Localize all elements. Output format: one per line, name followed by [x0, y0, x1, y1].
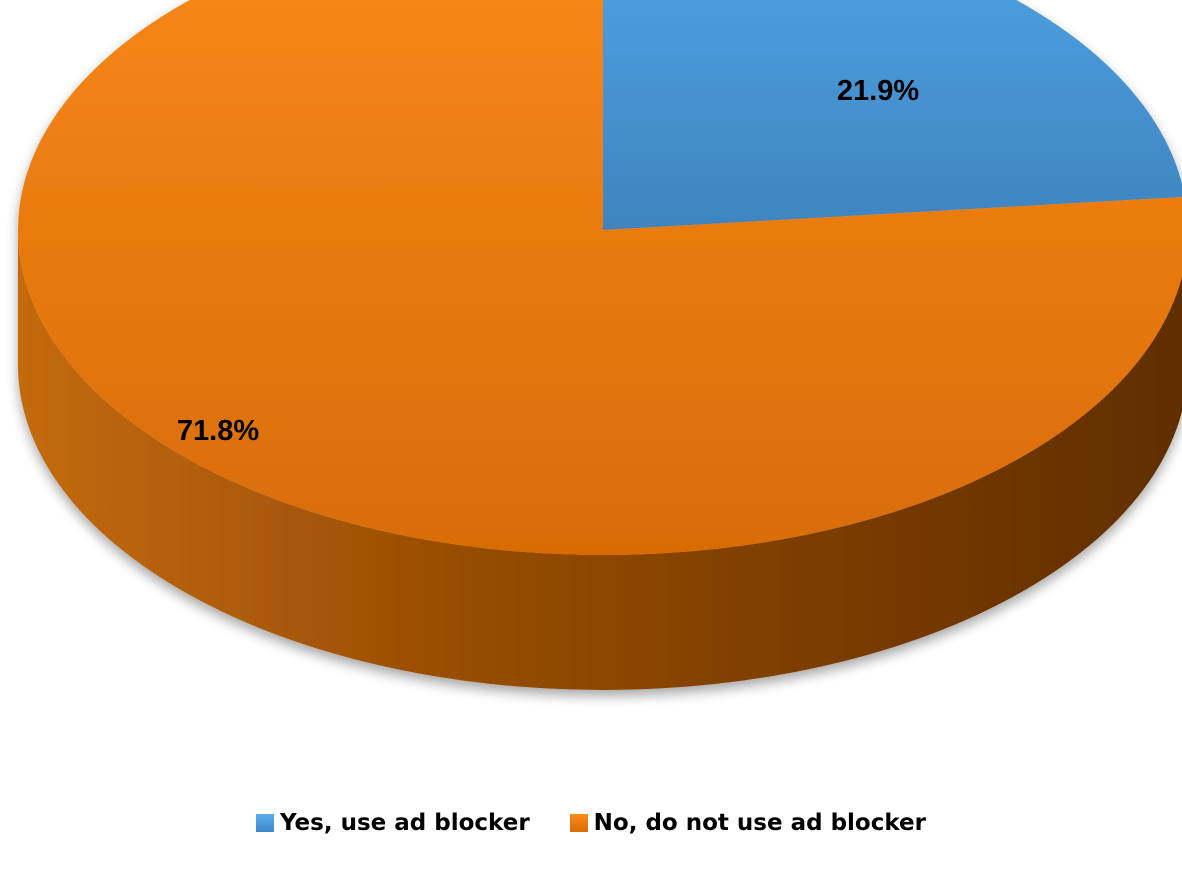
legend-swatch-yes	[256, 814, 275, 832]
data-label-no: 71.8%	[177, 415, 259, 447]
pie-slice-no	[18, 0, 1182, 555]
legend-item-no: No, do not use ad blocker	[569, 810, 926, 836]
data-label-yes: 21.9%	[837, 75, 919, 107]
legend-label-yes: Yes, use ad blocker	[280, 810, 530, 836]
pie-side-wall	[18, 230, 1182, 690]
legend-label-no: No, do not use ad blocker	[593, 810, 926, 836]
legend-swatch-no	[569, 814, 588, 832]
legend: Yes, use ad blocker No, do not use ad bl…	[0, 810, 1182, 836]
legend-item-yes: Yes, use ad blocker	[256, 810, 530, 836]
pie-slice-yes	[603, 0, 1182, 230]
